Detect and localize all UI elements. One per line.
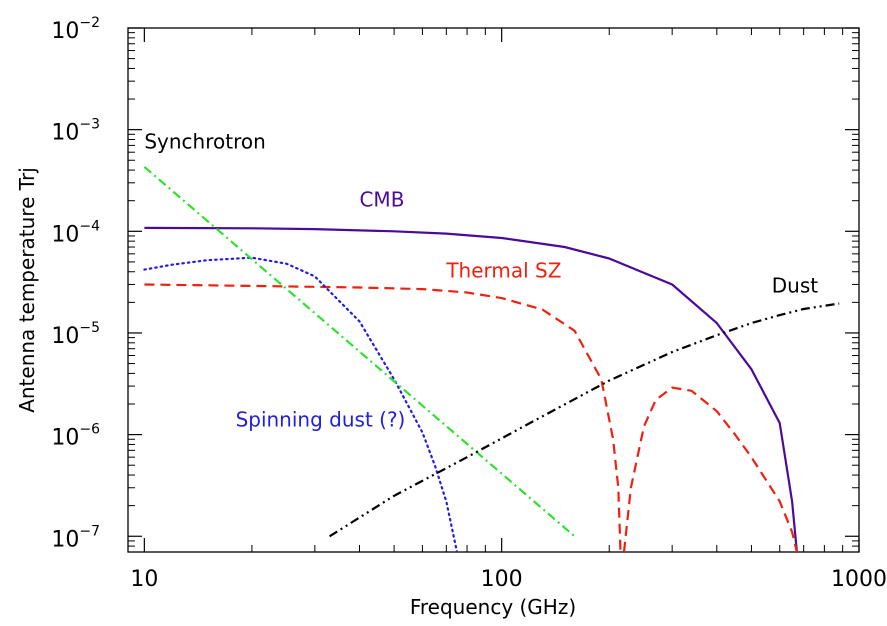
series-label: Synchrotron [144,130,265,154]
series-lines [143,166,840,552]
y-tick-exponent: −3 [79,117,100,133]
y-tick-label: 10−4 [51,218,100,247]
series-label: Spinning dust (?) [236,408,406,432]
x-tick-label: 10 [130,567,158,592]
series-labels: CMB Thermal SZ Spinning dust (?) Synchrotro… [144,130,818,432]
series-label: CMB [359,188,404,212]
y-tick-exponent: −2 [79,15,100,31]
series-label: Thermal SZ [445,259,561,283]
x-axis-title: Frequency (GHz) [410,595,576,619]
y-tick-base: 10 [51,222,79,247]
y-tick-exponent: −7 [79,523,100,539]
x-tick-label: 100 [481,567,523,592]
y-tick-base: 10 [51,121,79,146]
y-tick-base: 10 [51,324,79,349]
y-tick-base: 10 [51,19,79,44]
series-line-dust [329,302,840,538]
y-tick-label: 10−5 [51,320,100,349]
y-axis-ticks: 10−710−610−510−410−310−2 [51,15,859,553]
x-axis-ticks: 10 100 1000 [127,28,887,592]
series-line-thermal-sz [144,283,798,552]
y-tick-label: 10−7 [51,523,100,552]
plot-frame [127,27,860,553]
series-line-synchrotron [143,166,576,538]
y-tick-label: 10−3 [51,117,100,146]
y-axis-title: Antenna temperature Trj [15,167,39,413]
y-tick-base: 10 [51,527,79,552]
x-tick-label: 1000 [831,567,887,592]
y-tick-exponent: −6 [79,422,100,438]
y-tick-exponent: −4 [79,218,100,234]
y-tick-label: 10−6 [51,422,100,451]
y-tick-label: 10−2 [51,15,100,44]
series-line-cmb [144,226,798,552]
y-tick-base: 10 [51,426,79,451]
y-tick-exponent: −5 [79,320,100,336]
series-line-spinning-dust [143,256,459,552]
series-label: Dust [772,274,818,298]
